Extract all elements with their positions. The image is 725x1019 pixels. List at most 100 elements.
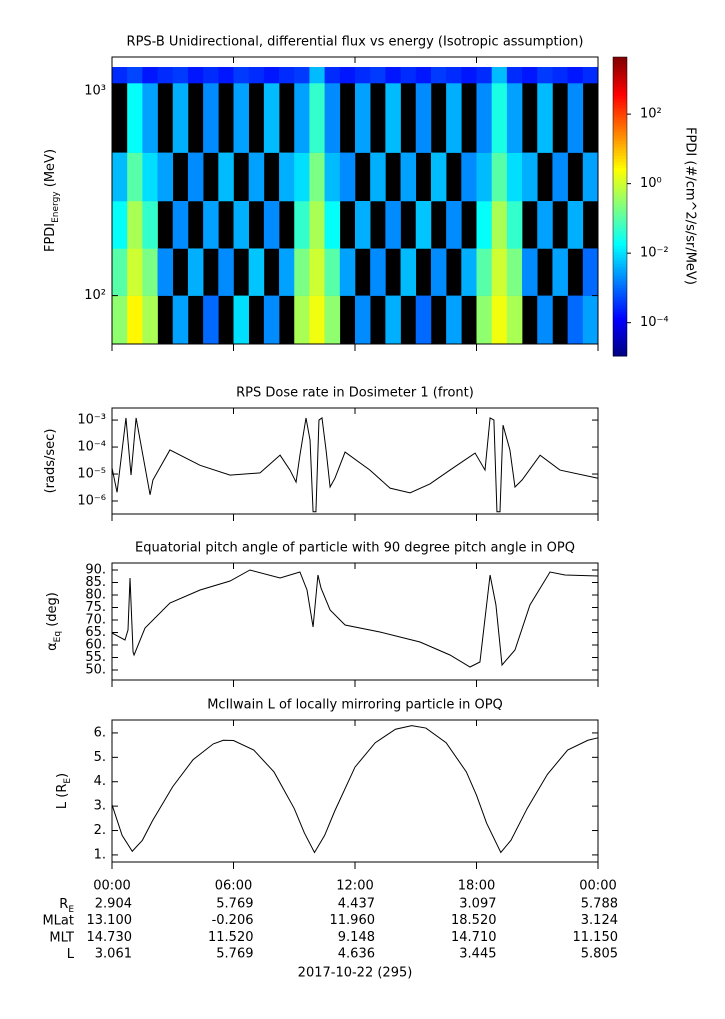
panel-title: McIlwain L of locally mirroring particle… bbox=[207, 698, 503, 713]
heatmap-cell bbox=[187, 248, 204, 296]
colorbar-segment bbox=[613, 227, 627, 231]
y-tick-label: 6. bbox=[94, 725, 106, 740]
heatmap-cell bbox=[506, 248, 523, 296]
colorbar-segment bbox=[613, 275, 627, 279]
heatmap-cell bbox=[385, 200, 401, 249]
heatmap-cell bbox=[582, 152, 599, 202]
label-part: Energy bbox=[51, 191, 61, 223]
colorbar-segment bbox=[613, 215, 627, 219]
colorbar-segment bbox=[613, 308, 627, 312]
ephemeris-value: 3.445 bbox=[459, 947, 496, 962]
colorbar-segment bbox=[613, 248, 627, 252]
heatmap-cell bbox=[309, 248, 325, 296]
colorbar-segment bbox=[613, 344, 627, 348]
heatmap-cell bbox=[339, 66, 356, 84]
heatmap-cell bbox=[294, 66, 310, 84]
colorbar-segment bbox=[613, 290, 627, 294]
heatmap-cell bbox=[476, 295, 492, 345]
y-tick-label: 4. bbox=[94, 774, 106, 789]
colorbar-segment bbox=[613, 92, 627, 97]
heatmap-cell bbox=[142, 248, 158, 296]
label-part: (MeV) bbox=[43, 149, 58, 191]
colorbar-segment bbox=[613, 143, 627, 148]
ephemeris-row-label: RE bbox=[59, 897, 74, 915]
heatmap-cell bbox=[355, 83, 371, 153]
heatmap-cell bbox=[491, 248, 508, 296]
data-line bbox=[111, 725, 599, 854]
colorbar-segment bbox=[613, 257, 627, 261]
colorbar-segment bbox=[613, 173, 627, 178]
heatmap-cell bbox=[476, 248, 492, 296]
ephemeris-row-label: MLT bbox=[49, 930, 74, 945]
heatmap-cell bbox=[355, 295, 371, 345]
colorbar-segment bbox=[613, 146, 627, 151]
colorbar-segment bbox=[613, 293, 627, 297]
colorbar-segment bbox=[613, 254, 627, 258]
colorbar-segment bbox=[613, 338, 627, 342]
colorbar-segment bbox=[613, 128, 627, 133]
colorbar-segment bbox=[613, 95, 627, 100]
heatmap-cell bbox=[491, 200, 508, 249]
y-tick-label: 85. bbox=[85, 575, 106, 590]
ephemeris-value: 11.960 bbox=[330, 913, 376, 928]
colorbar-segment bbox=[613, 221, 627, 225]
y-axis-label: (rads/sec) bbox=[43, 429, 58, 494]
heatmap-cell bbox=[324, 248, 341, 296]
y-tick-label: 60. bbox=[85, 638, 106, 653]
heatmap-cell bbox=[476, 152, 492, 202]
heatmap-cell bbox=[522, 152, 538, 202]
colorbar-segment bbox=[613, 242, 627, 246]
colorbar-segment bbox=[613, 206, 627, 210]
heatmap-cell bbox=[537, 200, 553, 249]
heatmap-cell bbox=[112, 66, 128, 84]
heatmap-cell bbox=[415, 66, 432, 84]
heatmap-cell bbox=[461, 248, 477, 296]
ephemeris-value: 13.100 bbox=[87, 913, 133, 928]
colorbar-segment bbox=[613, 80, 627, 85]
heatmap-cell bbox=[522, 66, 538, 84]
heatmap-cell bbox=[522, 248, 538, 296]
y-axis-label: L (RE) bbox=[55, 773, 73, 809]
heatmap-cell bbox=[203, 200, 219, 249]
label-part: FPDI bbox=[43, 223, 58, 252]
heatmap-cell bbox=[127, 66, 143, 84]
label-part: α bbox=[45, 642, 60, 651]
colorbar-segment bbox=[613, 239, 627, 243]
y-axis-label: αEq (deg) bbox=[45, 592, 63, 651]
ephemeris-value: 11.520 bbox=[208, 930, 254, 945]
label-part: E bbox=[68, 905, 74, 915]
y-tick-label: 10³ bbox=[84, 83, 106, 98]
heatmap-cell bbox=[430, 66, 447, 84]
heatmap-cell bbox=[506, 152, 523, 202]
colorbar-segment bbox=[613, 224, 627, 228]
colorbar-segment bbox=[613, 62, 627, 67]
colorbar-segment bbox=[613, 212, 627, 216]
heatmap-cell bbox=[324, 152, 341, 202]
colorbar-segment bbox=[613, 281, 627, 285]
heatmap-cell bbox=[218, 152, 234, 202]
heatmap-cell bbox=[582, 295, 599, 345]
colorbar-segment bbox=[613, 134, 627, 139]
heatmap-cell bbox=[582, 248, 599, 296]
colorbar-segment bbox=[613, 77, 627, 82]
heatmap-cell bbox=[248, 66, 265, 84]
ephemeris-row-label: MLat bbox=[42, 913, 74, 928]
colorbar-frame bbox=[612, 56, 628, 357]
heatmap-cell bbox=[263, 66, 280, 84]
colorbar-segment bbox=[613, 203, 627, 207]
heatmap-cell bbox=[172, 66, 189, 84]
heatmap-cell bbox=[294, 83, 310, 153]
ephemeris-row-label: L bbox=[67, 947, 75, 962]
ephemeris-value: 9.148 bbox=[338, 930, 375, 945]
ephemeris-value: 5.805 bbox=[581, 947, 618, 962]
y-tick-label: 2. bbox=[94, 823, 106, 838]
colorbar-segment bbox=[613, 113, 627, 118]
heatmap-cell bbox=[309, 200, 325, 249]
heatmap-cell bbox=[506, 200, 523, 249]
heatmap-cell bbox=[491, 152, 508, 202]
colorbar-segment bbox=[613, 149, 627, 154]
heatmap-cell bbox=[127, 295, 143, 345]
colorbar-segment bbox=[613, 284, 627, 288]
heatmap-cell bbox=[294, 152, 310, 202]
